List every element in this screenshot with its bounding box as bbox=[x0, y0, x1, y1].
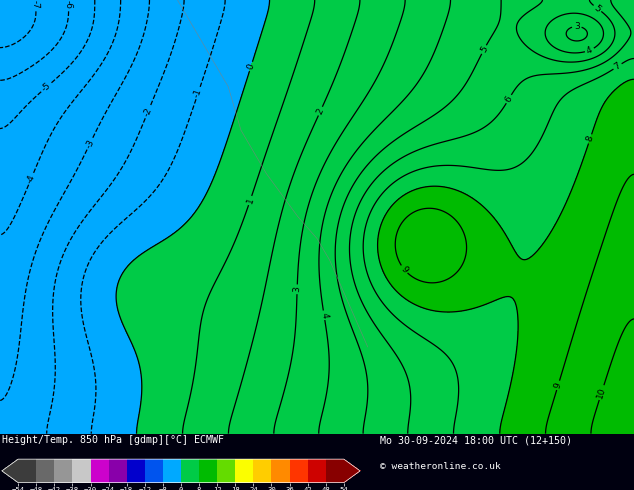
Text: 7: 7 bbox=[612, 61, 623, 72]
Text: Mo 30-09-2024 18:00 UTC (12+150): Mo 30-09-2024 18:00 UTC (12+150) bbox=[380, 435, 573, 445]
Text: -4: -4 bbox=[25, 173, 37, 185]
Text: 8: 8 bbox=[585, 135, 595, 143]
Text: 3: 3 bbox=[292, 286, 302, 293]
Text: -3: -3 bbox=[84, 138, 96, 150]
Text: 0: 0 bbox=[246, 62, 256, 71]
Text: -2: -2 bbox=[142, 106, 153, 118]
Text: 2: 2 bbox=[315, 107, 326, 116]
Text: 6: 6 bbox=[503, 94, 514, 104]
Text: 5: 5 bbox=[592, 3, 602, 14]
Text: 10: 10 bbox=[595, 386, 607, 399]
Text: 1: 1 bbox=[245, 196, 256, 205]
Text: 9: 9 bbox=[399, 264, 410, 274]
Text: -5: -5 bbox=[40, 81, 53, 94]
Text: 5: 5 bbox=[479, 45, 489, 54]
Text: 3: 3 bbox=[574, 22, 579, 31]
Text: -7: -7 bbox=[31, 0, 41, 9]
PathPatch shape bbox=[344, 459, 360, 483]
Text: -1: -1 bbox=[192, 87, 204, 98]
PathPatch shape bbox=[2, 459, 18, 483]
Text: -6: -6 bbox=[64, 0, 73, 9]
Text: Height/Temp. 850 hPa [gdmp][°C] ECMWF: Height/Temp. 850 hPa [gdmp][°C] ECMWF bbox=[2, 435, 224, 445]
Text: 9: 9 bbox=[553, 381, 563, 390]
Text: 4: 4 bbox=[319, 312, 329, 318]
Text: © weatheronline.co.uk: © weatheronline.co.uk bbox=[380, 462, 501, 471]
Text: 4: 4 bbox=[585, 45, 594, 55]
